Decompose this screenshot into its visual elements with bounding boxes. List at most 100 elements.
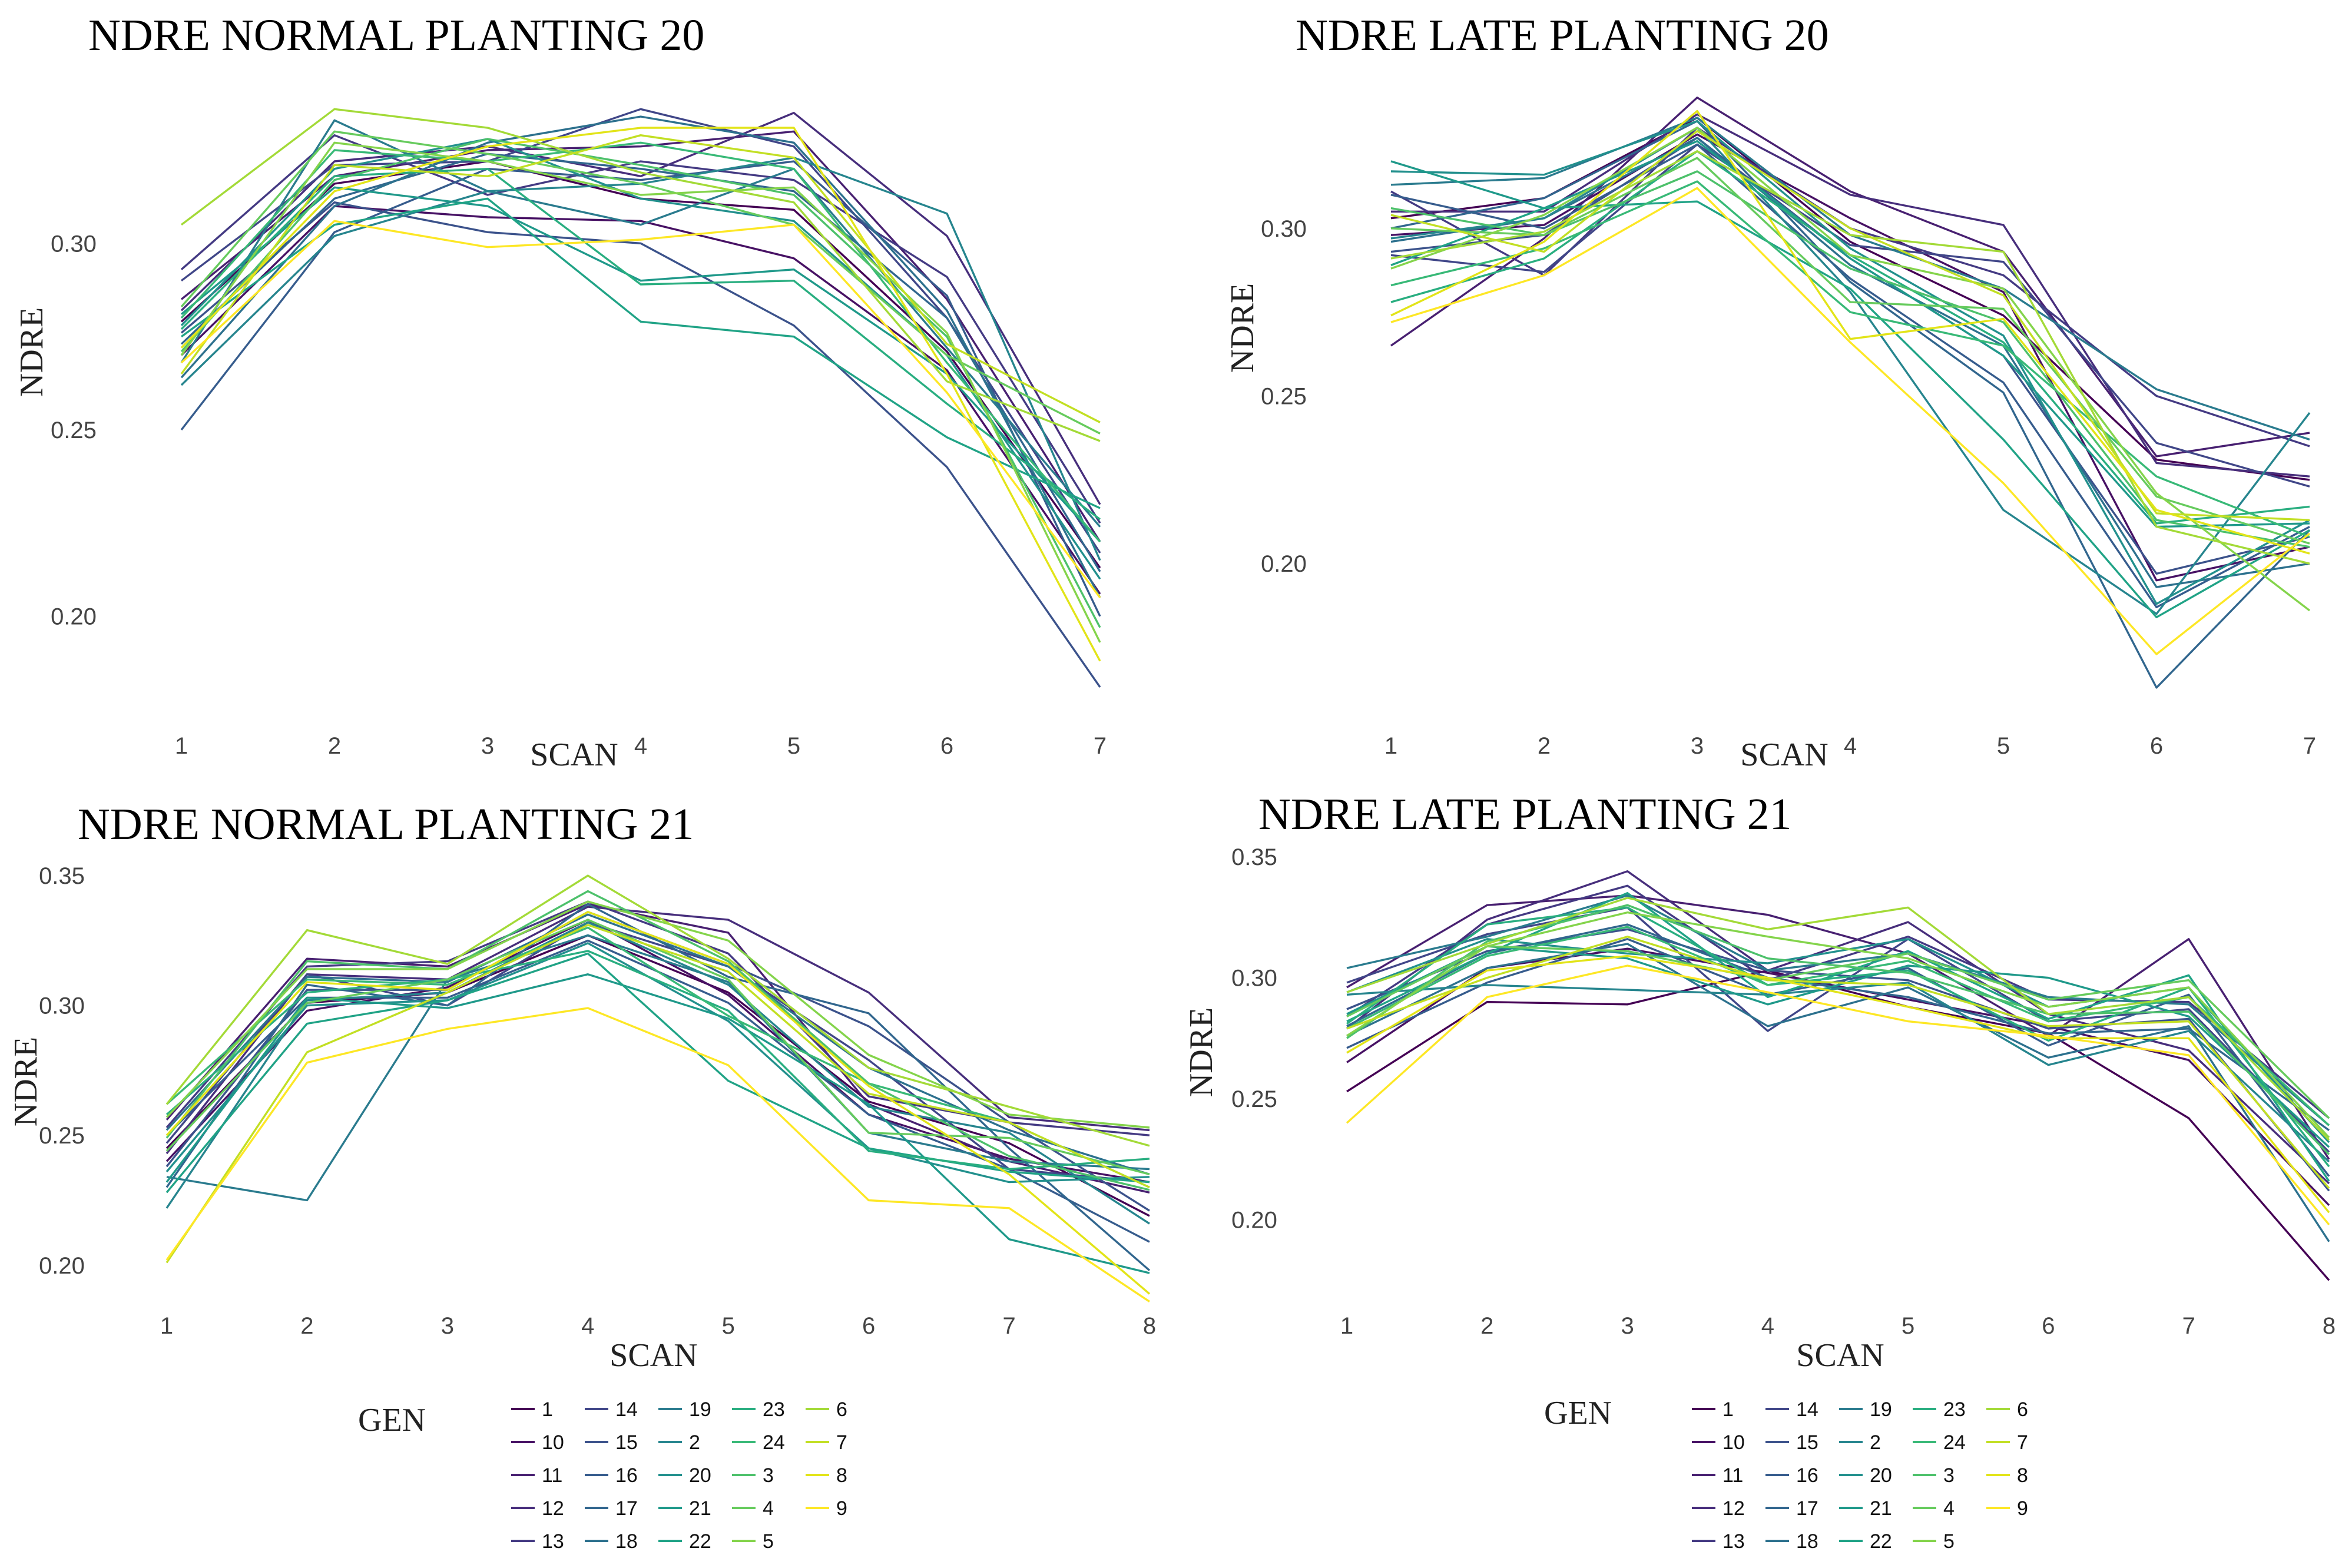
legend-label-8: 8 [2017,1464,2028,1487]
series-line-8 [1346,954,2330,1214]
series-line-19 [166,934,1150,1202]
series-line-24 [1346,926,2330,1126]
legend-label-22: 22 [1870,1530,1892,1553]
series-line-7 [165,924,1150,1264]
legend-label-24: 24 [1943,1431,1966,1454]
chart-panel-normal-20: NDRE NORMAL PLANTING 20 NDRE SCAN 0.200.… [14,11,1107,773]
legend-label-15: 15 [615,1431,638,1454]
series-line-13 [180,134,1101,524]
series-line-4 [1390,157,2310,545]
x-tick-label: 3 [1691,733,1704,759]
series-line-2 [1346,982,2330,1163]
series-line-4 [165,919,1150,1176]
legend-label-21: 21 [1870,1497,1892,1520]
series-line-2 [1390,127,2311,615]
series-line-11 [1346,894,2330,1160]
series-line-14 [1390,143,2310,488]
y-tick-label: 0.25 [51,417,97,443]
x-tick-label: 5 [1997,733,2010,759]
series-line-16 [1390,143,2310,609]
legend-label-10: 10 [1722,1431,1745,1454]
y-tick-label: 0.20 [1231,1208,1277,1234]
x-tick-label: 4 [581,1313,594,1339]
series-line-21 [1346,945,2330,1148]
x-tick-label: 4 [1761,1313,1774,1339]
series-line-3 [180,138,1101,628]
series-line-16 [180,160,1101,617]
series-line-6 [165,874,1150,1147]
y-tick-label: 0.20 [39,1253,85,1279]
series-line-12 [180,111,1101,505]
legend-title: GEN [1544,1395,1612,1431]
series-line-22 [180,197,1101,509]
y-tick-labels: 0.20 0.25 0.30 [51,231,97,629]
chart-panel-normal-21: NDRE NORMAL PLANTING 21 NDRE SCAN 0.200.… [8,800,1156,1374]
y-tick-label: 0.35 [39,863,85,889]
series-line-8 [180,127,1101,662]
chart-title: NDRE NORMAL PLANTING 21 [78,800,694,849]
x-tick-labels: 1 2 3 4 5 6 7 [175,733,1107,759]
legend-label-17: 17 [615,1497,638,1520]
y-tick-label: 0.30 [1231,966,1277,992]
series-line-6 [180,108,1101,442]
series-line-7 [1346,935,2330,1189]
x-tick-label: 7 [2182,1313,2195,1339]
chart-title: NDRE LATE PLANTING 20 [1296,11,1829,60]
legend-label-12: 12 [1722,1497,1745,1520]
chart-title: NDRE LATE PLANTING 21 [1258,790,1792,839]
series-line-20 [1390,120,2310,605]
legend-label-23: 23 [1943,1398,1966,1421]
legend-entries: 1 14 19 23 6 10 15 2 24 7 11 16 20 3 8 12 17 21 4 9 13 18 22 5 [1692,1398,2028,1553]
series-line-20 [165,942,1150,1184]
y-tick-labels: 0.20 0.25 0.30 0.35 [1231,844,1277,1234]
y-tick-label: 0.20 [51,604,97,630]
legend-label-13: 13 [1722,1530,1745,1553]
series-line-5 [1346,911,2330,1139]
legend-title: GEN [358,1402,426,1438]
series-line-9 [1346,964,2330,1225]
y-tick-label: 0.25 [1231,1086,1277,1112]
series-line-22 [1390,200,2310,619]
legend-label-9: 9 [836,1497,847,1520]
legend-left: GEN 1 14 19 23 6 10 15 2 24 7 11 16 20 3 8 12 17 21 4 9 13 18… [358,1398,847,1553]
x-tick-label: 6 [940,733,953,759]
x-tick-label: 7 [2303,733,2316,759]
series-line-5 [165,900,1150,1129]
y-tick-labels: 0.20 0.25 0.30 0.35 [39,863,85,1279]
x-tick-label: 3 [1621,1313,1634,1339]
x-tick-label: 1 [1384,733,1397,759]
legend-label-20: 20 [689,1464,711,1487]
legend-label-2: 2 [689,1431,700,1454]
y-tick-label: 0.25 [39,1123,85,1149]
x-tick-label: 2 [1538,733,1551,759]
legend-label-1: 1 [1722,1398,1734,1421]
legend-label-7: 7 [836,1431,847,1454]
chart-panel-late-21: NDRE LATE PLANTING 21 NDRE SCAN 0.20 0.25… [1183,790,2336,1374]
x-tick-label: 6 [862,1313,875,1339]
series-line-12 [1391,113,2310,478]
legend-label-18: 18 [1796,1530,1818,1553]
legend-label-21: 21 [689,1497,711,1520]
y-tick-labels: 0.20 0.25 0.30 [1261,216,1307,577]
x-tick-label: 8 [1143,1313,1156,1339]
legend-label-3: 3 [763,1464,774,1487]
legend-label-17: 17 [1796,1497,1818,1520]
chart-panel-late-20: NDRE LATE PLANTING 20 NDRE SCAN 0.20 0.25… [1224,11,2316,773]
series-line-17 [1390,120,2311,689]
legend-label-10: 10 [542,1431,564,1454]
legend-label-24: 24 [763,1431,785,1454]
x-tick-label: 5 [787,733,800,759]
y-tick-label: 0.20 [1261,551,1307,577]
x-tick-label: 2 [1480,1313,1493,1339]
legend-label-15: 15 [1796,1431,1818,1454]
x-tick-label: 6 [2042,1313,2055,1339]
x-tick-labels: 1 2 3 4 5 6 7 8 [160,1313,1156,1339]
x-axis-label: SCAN [609,1337,697,1374]
series-lines [180,108,1101,688]
series-line-15 [180,201,1101,688]
series-line-4 [1346,945,2330,1119]
y-tick-label: 0.30 [51,231,97,257]
series-lines [1390,96,2311,689]
x-tick-labels: 1 2 3 4 5 6 7 8 [1340,1313,2336,1339]
